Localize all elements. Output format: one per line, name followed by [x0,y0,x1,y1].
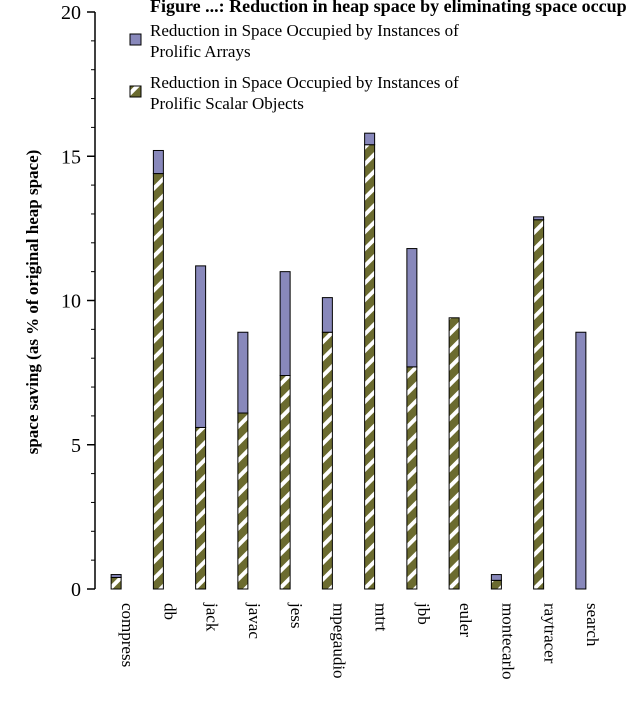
x-tick-label: montecarlo [498,603,517,679]
bar-arrays-mpegaudio [321,297,333,333]
bar-arrays-raytracer [533,216,545,221]
x-tick-label: compress [118,603,137,667]
bar-scalar-mtrt [364,144,376,590]
x-axis: compress db jack javac jess mpegaudio mtrt jbb e… [118,602,602,679]
x-tick-label: jess [287,602,306,629]
bar-scalar-compress [110,576,122,590]
y-tick-label: 20 [61,2,81,24]
bar-scalar-montecarlo [490,579,502,590]
x-tick-label: mtrt [372,603,391,632]
bar-scalar-raytracer [533,219,545,590]
bar-arrays-montecarlo [490,574,502,581]
legend-label-arrays: Reduction in Space Occupied by Instances… [150,21,463,61]
bar-arrays-jack [195,265,207,428]
y-tick-label: 10 [61,291,81,313]
bar-scalar-euler [448,317,460,590]
legend-label-scalar: Reduction in Space Occupied by Instances… [150,73,463,113]
legend: Reduction in Space Occupied by Instances… [129,21,463,113]
bar-scalar-jbb [406,366,418,590]
y-tick-label: 15 [61,146,81,168]
x-tick-label: raytracer [541,603,560,664]
y-axis-label: space saving (as % of original heap spac… [23,150,42,455]
x-tick-label: mpegaudio [329,603,348,679]
x-tick-label: search [583,603,602,647]
bars [110,132,587,590]
bar-arrays-search [575,331,587,590]
bar-scalar-javac [237,412,249,590]
y-axis: 0 5 10 15 20 [61,2,96,601]
bar-arrays-jess [279,271,291,377]
bar-scalar-jess [279,375,291,590]
chart-title: Figure ...: Reduction in heap space by e… [150,0,626,16]
x-tick-label: jack [203,602,222,632]
legend-swatch-arrays [129,33,142,46]
bar-arrays-mtrt [364,132,376,146]
legend-swatch-scalar [129,85,142,98]
bar-scalar-mpegaudio [321,331,333,590]
bar-arrays-javac [237,331,249,414]
x-tick-label: jbb [414,602,433,625]
bar-scalar-jack [195,426,207,590]
y-tick-label: 5 [71,435,81,457]
x-tick-label: db [160,603,179,620]
y-tick-label: 0 [71,579,81,601]
x-tick-label: euler [456,603,475,637]
bar-arrays-db [152,149,164,175]
x-tick-label: javac [245,602,264,639]
bar-arrays-jbb [406,248,418,368]
bar-arrays-compress [110,574,122,578]
bar-scalar-db [152,173,164,590]
